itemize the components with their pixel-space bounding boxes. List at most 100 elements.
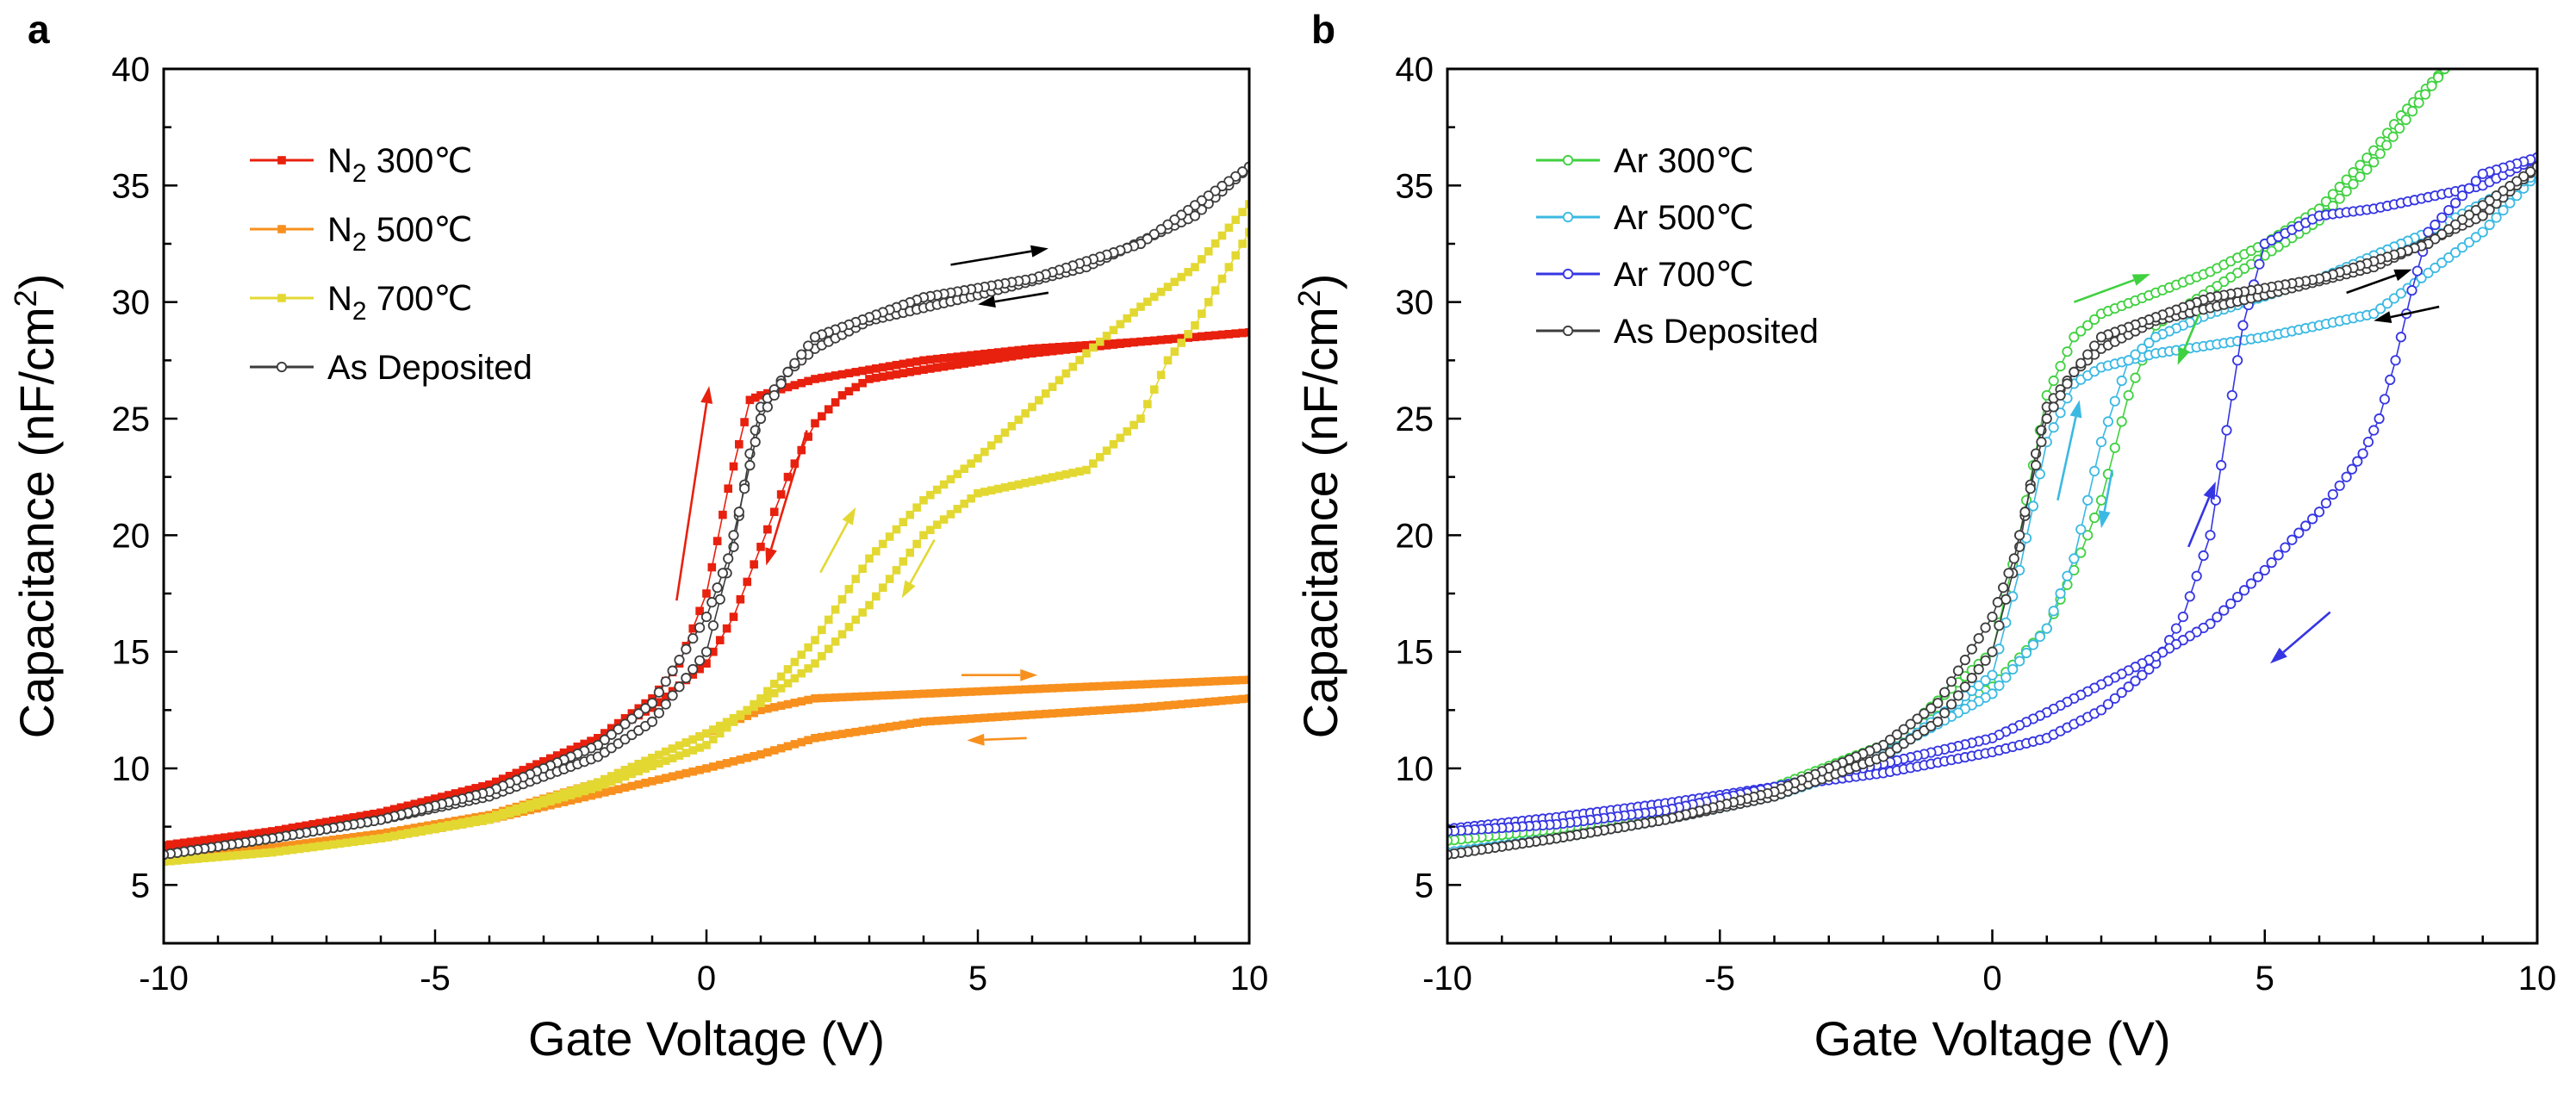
data-point	[715, 636, 725, 644]
data-point	[707, 620, 719, 631]
data-point	[809, 332, 821, 343]
data-point	[2400, 114, 2411, 126]
data-point	[782, 366, 793, 377]
data-point	[1156, 288, 1166, 296]
data-point	[811, 636, 819, 644]
data-point	[653, 707, 664, 718]
y-tick-label: 30	[1396, 284, 1434, 322]
data-point	[2426, 80, 2437, 91]
data-point	[1048, 382, 1057, 391]
data-point	[1149, 292, 1159, 301]
data-point	[1966, 673, 1977, 684]
data-point	[2395, 332, 2406, 343]
data-point	[2346, 463, 2358, 475]
legend-label: Ar 500℃	[1614, 199, 1754, 237]
data-point	[740, 418, 749, 426]
data-point	[939, 480, 949, 489]
data-point	[993, 434, 1003, 444]
data-point	[1224, 223, 1234, 233]
data-point	[1143, 400, 1152, 408]
data-point	[776, 490, 786, 499]
data-point	[2388, 293, 2400, 304]
data-point	[724, 484, 733, 494]
data-point	[804, 664, 812, 673]
data-point	[674, 681, 685, 693]
data-point	[1014, 415, 1024, 425]
data-point	[2075, 326, 2087, 337]
sweep-arrow	[950, 245, 1048, 266]
legend-item: Ar 300℃	[1536, 142, 1754, 180]
data-point	[2287, 534, 2298, 545]
data-point	[1973, 680, 1984, 692]
data-point	[885, 575, 894, 583]
data-point	[763, 693, 772, 703]
data-point	[729, 462, 738, 471]
data-point	[2069, 366, 2080, 377]
data-point	[986, 441, 996, 450]
data-point	[851, 575, 861, 583]
data-point	[2034, 469, 2045, 480]
data-point	[2109, 693, 2120, 704]
legend-swatch-marker	[277, 294, 286, 302]
data-point	[932, 485, 942, 494]
data-point	[824, 405, 833, 413]
data-point	[2375, 303, 2386, 314]
data-point	[905, 548, 915, 557]
data-point	[694, 655, 706, 666]
data-point	[783, 665, 793, 674]
data-point	[719, 510, 727, 519]
data-point	[2095, 494, 2107, 506]
data-point	[1163, 283, 1173, 291]
data-point	[2088, 512, 2100, 524]
data-point	[2055, 360, 2066, 372]
data-point	[2390, 355, 2401, 366]
data-point	[1177, 339, 1186, 347]
data-point	[1945, 676, 1957, 687]
data-point	[2130, 372, 2141, 383]
data-point	[1163, 356, 1173, 365]
data-point	[2379, 394, 2390, 405]
legend-swatch-marker	[277, 156, 286, 165]
data-point	[2109, 442, 2120, 453]
legend-label: N2 700℃	[327, 280, 472, 326]
data-point	[1217, 274, 1227, 283]
legend-label: N2 300℃	[327, 142, 472, 188]
data-point	[2456, 242, 2468, 253]
data-point	[790, 674, 800, 683]
data-point	[818, 412, 826, 421]
data-point	[2082, 320, 2094, 331]
data-point	[1156, 370, 1166, 380]
legend-item: N2 500℃	[250, 211, 472, 257]
data-point	[712, 582, 723, 594]
series-as-deposited	[164, 161, 1249, 861]
data-point	[775, 378, 787, 389]
series-ar-300-	[1447, 69, 2450, 847]
data-point	[1191, 320, 1199, 330]
data-point	[776, 672, 786, 681]
data-point	[2041, 623, 2052, 634]
data-point	[2232, 591, 2243, 603]
data-point	[1123, 314, 1132, 323]
data-point	[2069, 332, 2080, 343]
ticks	[162, 67, 1251, 945]
legend-swatch-marker	[1562, 211, 1574, 223]
data-point	[2226, 389, 2237, 401]
data-point	[2095, 705, 2107, 716]
sweep-arrow	[2374, 305, 2440, 323]
x-tick-label: 10	[2518, 960, 2557, 998]
data-point	[2477, 227, 2488, 238]
data-point	[2075, 357, 2087, 369]
data-point	[2477, 168, 2488, 179]
data-point	[723, 553, 734, 564]
data-point	[2443, 252, 2455, 264]
data-point	[2205, 530, 2216, 541]
data-point	[660, 676, 671, 687]
data-point	[2463, 183, 2475, 194]
data-point	[858, 608, 867, 617]
data-point	[919, 495, 928, 505]
data-point	[2082, 494, 2094, 506]
sweep-arrow	[967, 733, 1027, 746]
data-point	[1959, 681, 1970, 693]
data-point	[1136, 302, 1145, 311]
